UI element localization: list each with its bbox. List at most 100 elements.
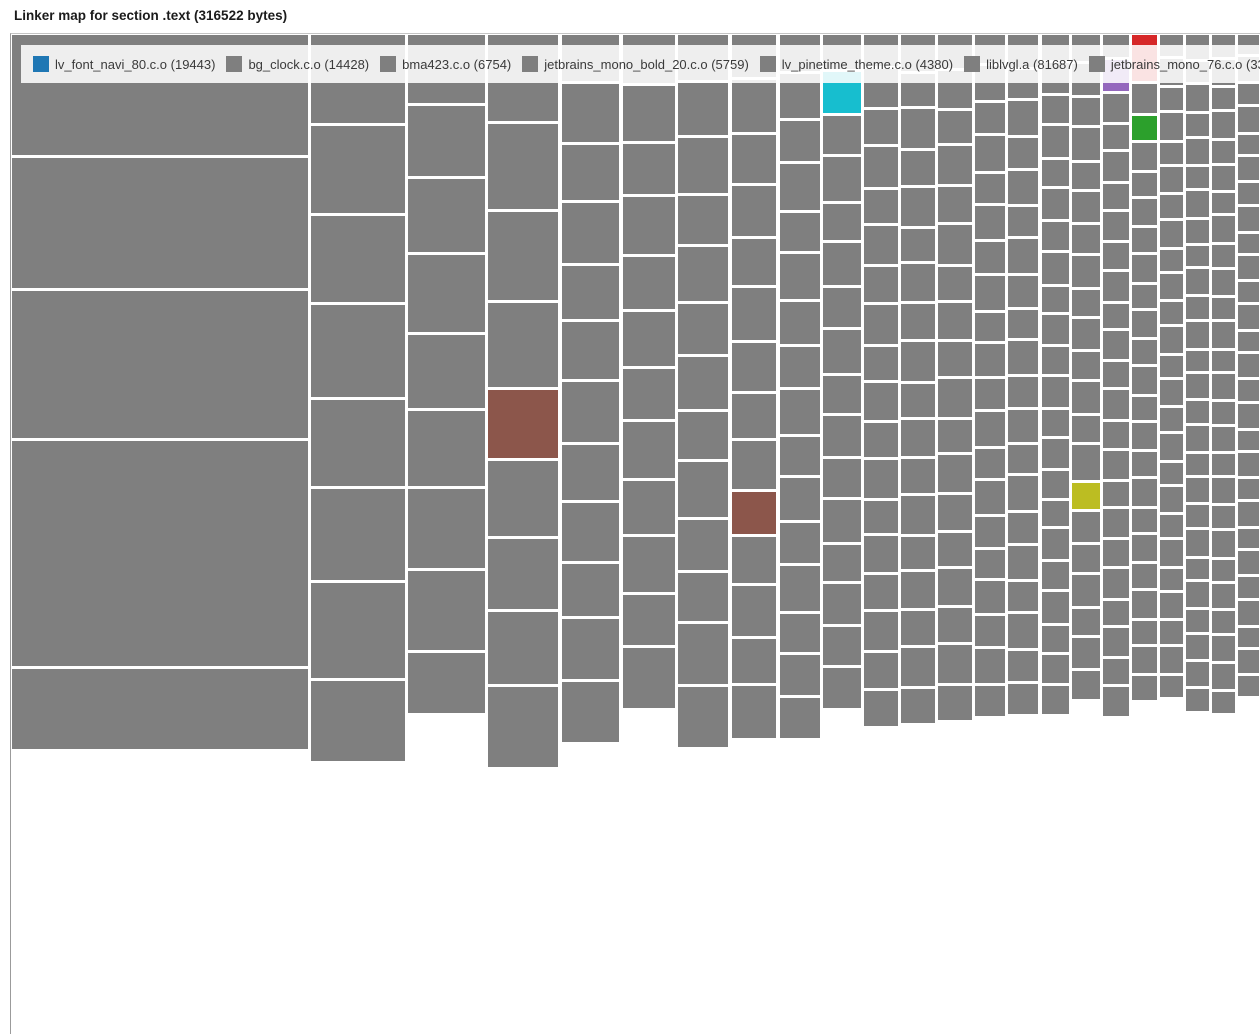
- treemap-cell[interactable]: [408, 335, 485, 408]
- treemap-cell[interactable]: [678, 573, 728, 621]
- treemap-cell[interactable]: [1132, 564, 1157, 588]
- treemap-cell[interactable]: [562, 382, 619, 442]
- treemap-cell[interactable]: [1072, 256, 1100, 287]
- treemap-cell[interactable]: [1160, 647, 1183, 673]
- treemap-cell[interactable]: [1212, 193, 1235, 213]
- treemap-cell[interactable]: [1132, 143, 1157, 170]
- treemap-cell[interactable]: [864, 383, 898, 420]
- legend-item[interactable]: bg_clock.c.o (14428): [226, 56, 369, 72]
- treemap-cell[interactable]: [311, 305, 405, 397]
- treemap-cell[interactable]: [864, 267, 898, 302]
- treemap-cell[interactable]: [1103, 687, 1129, 716]
- treemap-cell[interactable]: [1238, 354, 1259, 377]
- treemap-cell[interactable]: [1072, 416, 1100, 442]
- treemap-cell[interactable]: [1008, 614, 1038, 648]
- treemap-cell[interactable]: [1160, 487, 1183, 512]
- treemap-cell[interactable]: [1160, 221, 1183, 247]
- treemap-cell[interactable]: [1072, 192, 1100, 222]
- treemap-cell[interactable]: [311, 216, 405, 302]
- treemap-cell[interactable]: [1160, 250, 1183, 271]
- treemap-cell[interactable]: [1160, 195, 1183, 218]
- treemap-cell[interactable]: [975, 313, 1005, 341]
- treemap-cell[interactable]: [408, 411, 485, 486]
- treemap-cell[interactable]: [975, 242, 1005, 273]
- treemap-cell[interactable]: [1238, 84, 1259, 104]
- treemap-cell[interactable]: [780, 347, 820, 387]
- treemap-cell[interactable]: [562, 564, 619, 616]
- treemap-cell[interactable]: [864, 305, 898, 344]
- treemap-cell[interactable]: [1186, 322, 1209, 348]
- treemap-cell[interactable]: [488, 461, 558, 536]
- legend-item[interactable]: bma423.c.o (6754): [380, 56, 511, 72]
- treemap-cell[interactable]: [1042, 686, 1069, 714]
- treemap-cell[interactable]: [678, 247, 728, 301]
- treemap-cell[interactable]: [1103, 125, 1129, 149]
- treemap-cell[interactable]: [1103, 659, 1129, 684]
- treemap-cell[interactable]: [901, 109, 935, 148]
- treemap-cell[interactable]: [1212, 88, 1235, 109]
- treemap-cell[interactable]: [1212, 298, 1235, 319]
- treemap-cell[interactable]: [1132, 367, 1157, 394]
- treemap-cell[interactable]: [1042, 189, 1069, 219]
- treemap-cell[interactable]: [1132, 423, 1157, 449]
- treemap-cell[interactable]: [938, 608, 972, 642]
- treemap-cell[interactable]: [311, 681, 405, 761]
- treemap-cell[interactable]: [975, 412, 1005, 446]
- treemap-cell[interactable]: [1212, 636, 1235, 661]
- treemap-cell[interactable]: [1132, 285, 1157, 308]
- treemap-cell[interactable]: [562, 203, 619, 263]
- treemap-cell[interactable]: [1008, 476, 1038, 510]
- treemap-cell[interactable]: [1103, 569, 1129, 598]
- treemap-cell[interactable]: [12, 291, 308, 438]
- legend-item[interactable]: liblvgl.a (81687): [964, 56, 1078, 72]
- treemap-cell[interactable]: [678, 83, 728, 135]
- treemap-cell[interactable]: [1212, 166, 1235, 190]
- treemap-cell[interactable]: [623, 312, 675, 366]
- treemap-cell[interactable]: [975, 686, 1005, 716]
- treemap-cell[interactable]: [938, 111, 972, 143]
- treemap-cell[interactable]: [975, 344, 1005, 376]
- treemap-cell[interactable]: [1008, 445, 1038, 473]
- treemap-cell[interactable]: [975, 174, 1005, 203]
- treemap-cell[interactable]: [1132, 340, 1157, 364]
- treemap-cell[interactable]: [1186, 505, 1209, 527]
- treemap-cell[interactable]: [975, 449, 1005, 478]
- treemap-cell[interactable]: [1186, 635, 1209, 659]
- treemap-cell[interactable]: [938, 533, 972, 566]
- treemap-cell[interactable]: [1186, 191, 1209, 217]
- treemap-cell[interactable]: [780, 437, 820, 475]
- treemap-cell[interactable]: [1238, 234, 1259, 253]
- legend-item[interactable]: lv_font_navi_80.c.o (19443): [33, 56, 215, 72]
- treemap-cell[interactable]: [1042, 471, 1069, 498]
- treemap-cell[interactable]: [864, 612, 898, 650]
- treemap-cell[interactable]: [1072, 98, 1100, 125]
- treemap-cell[interactable]: [1132, 397, 1157, 420]
- treemap-cell[interactable]: [1212, 506, 1235, 528]
- treemap-cell[interactable]: [1160, 676, 1183, 697]
- treemap-cell[interactable]: [732, 586, 776, 636]
- treemap-cell[interactable]: [488, 124, 558, 209]
- treemap-cell[interactable]: [1072, 319, 1100, 349]
- treemap-cell[interactable]: [408, 179, 485, 252]
- treemap-cell-brown[interactable]: [488, 390, 558, 458]
- treemap-cell[interactable]: [1212, 531, 1235, 557]
- treemap-cell[interactable]: [1238, 107, 1259, 132]
- treemap-cell[interactable]: [780, 655, 820, 695]
- treemap-cell[interactable]: [623, 197, 675, 254]
- treemap-cell[interactable]: [311, 583, 405, 678]
- treemap-cell[interactable]: [1238, 502, 1259, 526]
- treemap-cell[interactable]: [1008, 684, 1038, 714]
- treemap-cell[interactable]: [1212, 692, 1235, 713]
- treemap-cell-green[interactable]: [1132, 116, 1157, 140]
- treemap-cell[interactable]: [1103, 304, 1129, 328]
- treemap-cell[interactable]: [1072, 609, 1100, 635]
- treemap-cell[interactable]: [1238, 157, 1259, 180]
- treemap-cell[interactable]: [864, 691, 898, 726]
- treemap-cell[interactable]: [864, 653, 898, 688]
- treemap-cell[interactable]: [1132, 228, 1157, 252]
- treemap-cell[interactable]: [1008, 276, 1038, 307]
- treemap-cell[interactable]: [938, 569, 972, 605]
- treemap-cell[interactable]: [938, 379, 972, 417]
- treemap-cell[interactable]: [1132, 452, 1157, 476]
- treemap-cell[interactable]: [678, 624, 728, 684]
